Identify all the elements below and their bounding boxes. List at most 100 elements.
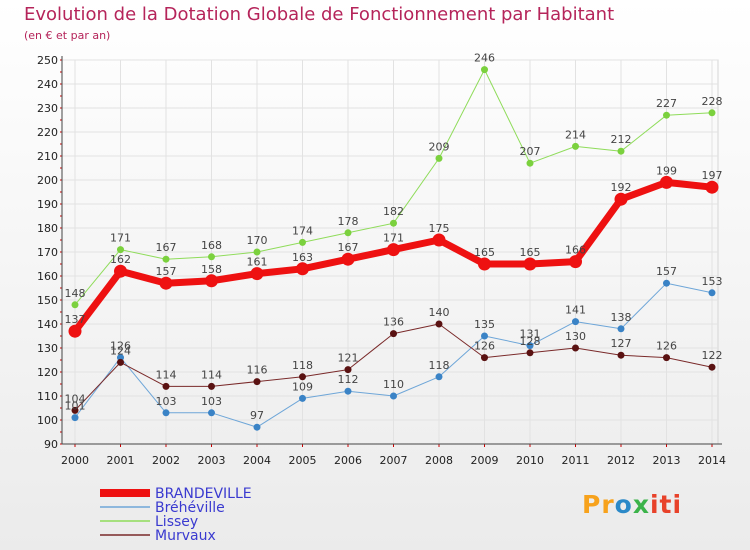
chart-title: Evolution de la Dotation Globale de Fonc… (24, 4, 615, 25)
data-point-breheville (390, 392, 397, 400)
data-point-breheville (617, 325, 625, 333)
data-point-breheville (117, 354, 124, 362)
data-point-murvaux (117, 358, 124, 366)
data-label-brandeville: 197 (702, 169, 723, 182)
data-label-murvaux: 130 (565, 330, 586, 343)
data-point-lissey (390, 219, 397, 227)
y-tick-label: 120 (37, 366, 58, 379)
data-label-lissey: 170 (247, 234, 268, 247)
data-point-lissey (708, 109, 716, 117)
data-label-breheville: 138 (611, 311, 632, 324)
data-label-breheville: 103 (201, 395, 222, 408)
data-point-brandeville (114, 264, 127, 278)
data-label-brandeville: 165 (474, 246, 495, 259)
data-label-lissey: 212 (611, 133, 632, 146)
x-tick-label: 2002 (152, 454, 180, 467)
data-point-brandeville (432, 233, 446, 247)
data-label-brandeville: 163 (292, 251, 313, 264)
data-point-breheville (435, 373, 443, 381)
data-point-lissey (344, 229, 352, 237)
data-label-lissey: 182 (383, 205, 404, 218)
y-tick-label: 180 (37, 222, 58, 235)
data-label-lissey: 174 (292, 224, 313, 237)
data-label-murvaux: 121 (338, 352, 359, 365)
data-point-lissey (481, 66, 488, 74)
x-tick-label: 2014 (698, 454, 726, 467)
x-tick-label: 2009 (471, 454, 499, 467)
x-tick-label: 2003 (198, 454, 226, 467)
data-point-brandeville (569, 255, 582, 269)
data-point-brandeville (478, 257, 491, 271)
data-point-breheville (526, 342, 534, 350)
data-label-murvaux: 128 (520, 335, 541, 348)
data-point-brandeville (705, 180, 719, 194)
y-tick-label: 140 (37, 318, 58, 331)
x-tick-label: 2008 (425, 454, 453, 467)
data-label-lissey: 246 (474, 52, 495, 65)
y-tick-label: 150 (37, 294, 58, 307)
data-label-murvaux: 104 (65, 392, 86, 405)
y-tick-label: 210 (37, 150, 58, 163)
data-label-breheville: 141 (565, 304, 586, 317)
data-point-breheville (572, 318, 579, 326)
x-tick-label: 2004 (243, 454, 271, 467)
data-label-murvaux: 122 (702, 349, 723, 362)
y-tick-label: 200 (37, 174, 58, 187)
data-label-breheville: 112 (338, 373, 359, 386)
data-point-brandeville (660, 175, 673, 189)
y-tick-label: 90 (44, 438, 58, 451)
data-point-brandeville (159, 276, 173, 290)
data-label-brandeville: 171 (383, 232, 404, 245)
data-label-breheville: 109 (292, 380, 313, 393)
data-label-lissey: 228 (702, 95, 723, 108)
data-point-murvaux (253, 378, 261, 386)
legend-label-breheville: Bréhéville (155, 500, 225, 516)
data-label-lissey: 171 (110, 232, 131, 245)
data-label-lissey: 227 (656, 97, 677, 110)
data-point-brandeville (250, 267, 264, 281)
data-label-lissey: 178 (338, 215, 359, 228)
data-point-murvaux (481, 354, 488, 362)
data-label-breheville: 103 (156, 395, 177, 408)
data-point-murvaux (344, 366, 352, 374)
y-tick-label: 170 (37, 246, 58, 259)
x-tick-label: 2012 (607, 454, 635, 467)
proxiti-logo: Proxiti (582, 490, 683, 519)
data-point-murvaux (663, 354, 670, 362)
data-point-murvaux (71, 406, 79, 414)
data-label-murvaux: 114 (156, 368, 177, 381)
data-point-murvaux (390, 330, 397, 338)
data-label-lissey: 214 (565, 128, 586, 141)
x-tick-label: 2007 (380, 454, 408, 467)
data-label-murvaux: 124 (110, 344, 131, 357)
data-point-murvaux (526, 349, 534, 357)
data-point-murvaux (708, 363, 716, 371)
data-label-breheville: 118 (429, 359, 450, 372)
y-tick-label: 230 (37, 102, 58, 115)
y-tick-label: 110 (37, 390, 58, 403)
data-label-murvaux: 114 (201, 368, 222, 381)
data-point-lissey (663, 111, 670, 119)
data-label-murvaux: 126 (474, 340, 495, 353)
x-tick-label: 2005 (289, 454, 317, 467)
y-tick-label: 130 (37, 342, 58, 355)
x-tick-label: 2006 (334, 454, 362, 467)
data-label-breheville: 153 (702, 275, 723, 288)
data-label-breheville: 126 (110, 340, 131, 353)
data-point-breheville (208, 409, 215, 417)
data-point-lissey (117, 246, 124, 254)
x-tick-label: 2000 (61, 454, 89, 467)
x-tick-label: 2010 (516, 454, 544, 467)
data-point-brandeville (68, 324, 82, 338)
data-point-murvaux (162, 382, 170, 390)
data-label-murvaux: 116 (247, 364, 268, 377)
data-point-breheville (71, 414, 79, 422)
data-point-lissey (526, 159, 534, 167)
data-label-breheville: 135 (474, 318, 495, 331)
legend-label-murvaux: Murvaux (155, 528, 216, 544)
data-point-breheville (708, 289, 716, 297)
x-tick-label: 2001 (107, 454, 135, 467)
y-tick-label: 190 (37, 198, 58, 211)
